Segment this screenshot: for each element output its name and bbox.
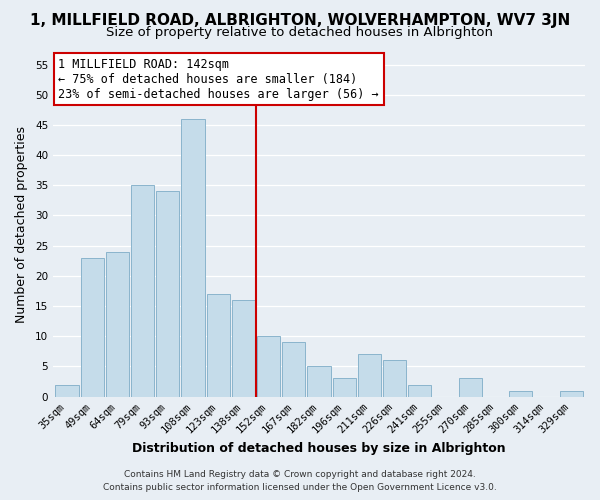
- Bar: [282, 342, 305, 396]
- Text: Size of property relative to detached houses in Albrighton: Size of property relative to detached ho…: [107, 26, 493, 39]
- Bar: [358, 354, 381, 397]
- Bar: [458, 378, 482, 396]
- Bar: [131, 186, 154, 396]
- Y-axis label: Number of detached properties: Number of detached properties: [15, 126, 28, 323]
- Bar: [206, 294, 230, 396]
- Bar: [560, 390, 583, 396]
- X-axis label: Distribution of detached houses by size in Albrighton: Distribution of detached houses by size …: [132, 442, 506, 455]
- Bar: [232, 300, 255, 396]
- Bar: [181, 119, 205, 396]
- Bar: [80, 258, 104, 396]
- Text: 1 MILLFIELD ROAD: 142sqm
← 75% of detached houses are smaller (184)
23% of semi-: 1 MILLFIELD ROAD: 142sqm ← 75% of detach…: [58, 58, 379, 100]
- Bar: [509, 390, 532, 396]
- Bar: [408, 384, 431, 396]
- Bar: [55, 384, 79, 396]
- Bar: [257, 336, 280, 396]
- Text: Contains HM Land Registry data © Crown copyright and database right 2024.
Contai: Contains HM Land Registry data © Crown c…: [103, 470, 497, 492]
- Bar: [383, 360, 406, 396]
- Bar: [106, 252, 129, 396]
- Text: 1, MILLFIELD ROAD, ALBRIGHTON, WOLVERHAMPTON, WV7 3JN: 1, MILLFIELD ROAD, ALBRIGHTON, WOLVERHAM…: [30, 12, 570, 28]
- Bar: [156, 192, 179, 396]
- Bar: [332, 378, 356, 396]
- Bar: [307, 366, 331, 396]
